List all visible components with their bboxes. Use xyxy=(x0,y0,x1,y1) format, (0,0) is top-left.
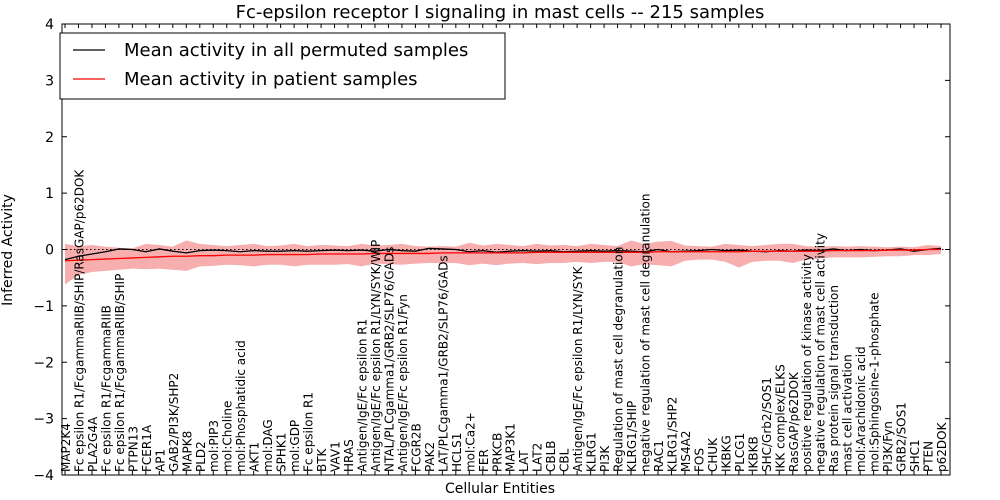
category-label: MS4A2 xyxy=(679,431,693,472)
category-label: mol:PIP3 xyxy=(207,420,221,472)
category-label: PLD2 xyxy=(194,441,208,472)
legend: Mean activity in all permuted samples Me… xyxy=(59,32,506,100)
category-label: PAK2 xyxy=(423,442,437,472)
category-label: mol:Arachidonic acid xyxy=(854,346,868,472)
category-label: PLA2G4A xyxy=(86,416,100,472)
category-label: PI3K/Fyn xyxy=(881,421,895,472)
category-label: CHUK xyxy=(706,437,720,472)
category-label: LAT/PLCgamma1/GRB2/SLP76/GADs xyxy=(436,255,450,472)
series-line-layer xyxy=(64,247,942,262)
category-label: GRB2/SOS1 xyxy=(895,402,909,472)
category-label: mast cell activation xyxy=(841,354,855,472)
category-label: Antigen/IgE/Fc epsilon R1/LYN/SYK xyxy=(571,265,585,472)
category-label: CBL xyxy=(558,448,572,472)
x-axis-ticks xyxy=(64,24,942,475)
category-label: Fc epsilon R1/FcgammaRIIB/SHIP/RasGAP/p6… xyxy=(72,169,86,472)
y-tick-label: 4 xyxy=(45,17,54,33)
y-axis-ticks: −4 −3 −2 −1 0 1 2 3 4 xyxy=(33,17,950,484)
category-label: MAP3K1 xyxy=(504,423,518,472)
category-label: Antigen/IgE/Fc epsilon R1 xyxy=(355,319,369,472)
category-label: FCER1A xyxy=(140,424,154,472)
category-label: NTAL/PLCgamma1/GRB2/SLP76/GADs xyxy=(382,247,396,472)
category-labels: MAP2K4 Fc epsilon R1/FcgammaRIIB/SHIP/Ras… xyxy=(59,169,949,472)
category-label: PTPN13 xyxy=(126,426,140,472)
category-label: negative regulation of mast cell degranu… xyxy=(639,193,653,472)
patient-mean-line xyxy=(64,248,941,262)
category-label: negative regulation of mast cell activit… xyxy=(814,233,828,472)
legend-label-patient: Mean activity in patient samples xyxy=(124,69,418,90)
legend-label-permuted: Mean activity in all permuted samples xyxy=(124,40,468,61)
category-label: MAPK8 xyxy=(180,431,194,472)
y-axis-label: Inferred Activity xyxy=(0,194,16,306)
category-label: BTK xyxy=(315,447,329,472)
category-label: Ras protein signal transduction xyxy=(827,285,841,472)
category-label: Regulation of mast cell degranulation xyxy=(612,247,626,472)
category-label: CBLB xyxy=(544,440,558,472)
x-axis-label: Cellular Entities xyxy=(445,481,555,497)
category-label: positive regulation of kinase activity xyxy=(800,254,814,472)
category-label: p62DOK xyxy=(935,421,949,472)
y-tick-label: 3 xyxy=(45,73,54,89)
category-label: IKBKB xyxy=(746,436,760,472)
category-label: MAP2K4 xyxy=(59,423,73,472)
category-label: mol:Sphingosine-1-phosphate xyxy=(868,293,882,473)
category-label: PLCG1 xyxy=(733,433,747,472)
category-label: SHC/Grb2/SOS1 xyxy=(760,377,774,472)
category-label: AKT1 xyxy=(248,442,262,472)
y-tick-label: 2 xyxy=(45,130,54,146)
category-label: IKBKG xyxy=(719,435,733,472)
chart-title: Fc-epsilon receptor I signaling in mast … xyxy=(236,2,765,23)
category-label: PTEN xyxy=(922,441,936,472)
category-label: mol:DAG xyxy=(261,419,275,472)
category-label: mol:Ca2+ xyxy=(463,412,477,472)
category-label: mol:GDP xyxy=(288,420,302,472)
y-tick-label: 1 xyxy=(45,186,54,202)
category-label: LAT2 xyxy=(531,443,545,472)
category-label: LAT xyxy=(517,450,531,472)
category-label: AP1 xyxy=(153,449,167,472)
category-label: RasGAP/p62DOK xyxy=(787,371,801,472)
category-label: PI3K xyxy=(598,445,612,472)
legend-box xyxy=(59,32,506,100)
category-label: GAB2/PI3K/SHP2 xyxy=(167,373,181,472)
category-label: KLRG1/SHP2 xyxy=(665,397,679,472)
category-label: HCLS1 xyxy=(450,433,464,472)
y-tick-label: −3 xyxy=(33,412,54,428)
category-label: RAC1 xyxy=(652,440,666,472)
category-label: IKK complex/ELKS xyxy=(773,364,787,472)
y-tick-label: −1 xyxy=(33,299,54,315)
category-label: Antigen/IgE/Fc epsilon R1/Fyn xyxy=(396,294,410,472)
category-label: SPHK1 xyxy=(275,433,289,472)
category-label: SHC1 xyxy=(908,439,922,472)
category-label: Fc epsilon R1 xyxy=(302,392,316,472)
category-label: VAV1 xyxy=(329,441,343,472)
category-label: FCGR2B xyxy=(409,423,423,472)
category-label: mol:Choline xyxy=(221,401,235,472)
category-label: Fc epsilon R1/FcgammaRIIB/SHIP xyxy=(113,274,127,472)
category-label: Antigen/IgE/Fc epsilon R1/LYN/SYK/WIP xyxy=(369,240,383,472)
category-label: mol:Phosphatidic acid xyxy=(234,340,248,472)
y-tick-label: 0 xyxy=(45,243,54,259)
category-label: HRAS xyxy=(342,439,356,472)
category-label: Fc epsilon R1/FcgammaRIIB xyxy=(99,305,113,472)
category-label: FOS xyxy=(692,448,706,472)
category-label: KLRG1 xyxy=(585,432,599,472)
category-label: KLRG1/SHIP xyxy=(625,401,639,472)
y-tick-label: −2 xyxy=(33,355,54,371)
category-label: FER xyxy=(477,449,491,472)
category-label: PRKCB xyxy=(490,433,504,472)
y-tick-label: −4 xyxy=(33,468,54,484)
